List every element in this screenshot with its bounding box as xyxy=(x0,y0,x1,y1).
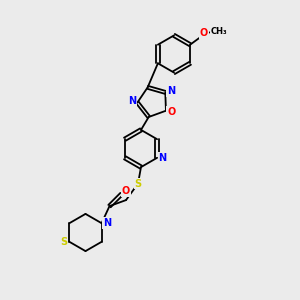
Text: N: N xyxy=(167,86,175,96)
Text: O: O xyxy=(167,107,176,117)
Text: O: O xyxy=(122,186,130,196)
Text: N: N xyxy=(128,96,136,106)
Text: O: O xyxy=(200,28,208,38)
Text: S: S xyxy=(60,237,68,247)
Text: N: N xyxy=(158,153,166,163)
Text: CH₃: CH₃ xyxy=(210,27,227,36)
Text: S: S xyxy=(134,178,142,189)
Text: N: N xyxy=(103,218,111,228)
